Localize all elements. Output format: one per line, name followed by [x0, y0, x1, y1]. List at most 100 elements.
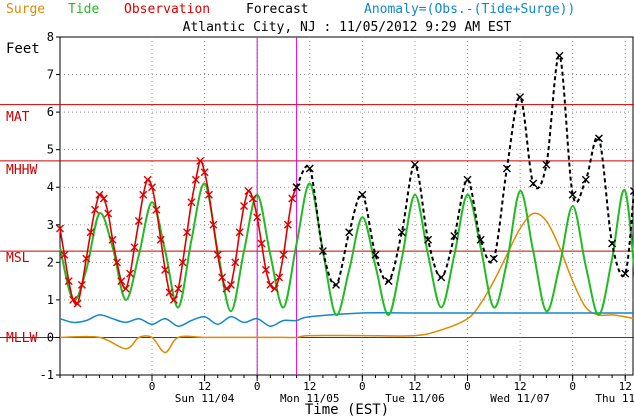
day-label: Sun 11/04: [175, 392, 235, 405]
forecast-point: [630, 186, 634, 195]
datum-mat-label: MAT: [6, 110, 30, 125]
observation-point: [56, 224, 64, 233]
y-tick-label: -1: [40, 368, 54, 382]
observation-point: [187, 198, 196, 207]
observation-point: [165, 288, 174, 297]
observation-point-stroke: [86, 228, 95, 237]
observation-point: [200, 168, 209, 177]
forecast-point-stroke: [568, 190, 577, 199]
observation-point: [288, 194, 297, 203]
series-tide-line: [59, 182, 634, 316]
x-tick-label: 0: [464, 380, 471, 393]
x-tick-label: 0: [149, 380, 156, 393]
observation-point: [121, 284, 130, 293]
observation-point: [108, 235, 117, 244]
forecast-point: [450, 232, 459, 241]
forecast-point: [358, 190, 367, 199]
observation-point-stroke: [288, 194, 297, 203]
observation-point: [244, 186, 253, 195]
grid-layer: [59, 36, 634, 376]
forecast-point-stroke: [410, 160, 419, 169]
observation-point-stroke: [253, 213, 262, 222]
y-tick-label: 8: [47, 30, 54, 44]
forecast-point: [542, 160, 551, 169]
observation-point: [209, 220, 218, 229]
observation-point: [143, 175, 152, 184]
y-tick-label: 2: [47, 255, 54, 269]
forecast-point: [384, 277, 393, 286]
datum-msl-label: MSL: [6, 251, 30, 266]
forecast-point-stroke: [555, 51, 564, 60]
y-tick-label: 1: [47, 293, 54, 307]
observation-point-stroke: [95, 190, 104, 199]
observation-point-stroke: [82, 254, 91, 263]
observation-point: [169, 295, 178, 304]
forecast-point-stroke: [450, 232, 459, 241]
forecast-point-stroke: [384, 277, 393, 286]
x-tick-label: 0: [569, 380, 576, 393]
observation-point: [104, 209, 113, 218]
observation-point-stroke: [218, 273, 227, 282]
forecast-point: [594, 134, 603, 143]
observation-point: [77, 280, 86, 289]
observation-point-stroke: [112, 258, 121, 267]
forecast-point: [502, 164, 511, 173]
observation-point-stroke: [204, 190, 213, 199]
legend-tide: Tide: [68, 2, 100, 17]
observation-point-stroke: [134, 217, 143, 226]
observation-point: [139, 190, 148, 199]
forecast-point: [332, 280, 341, 289]
observation-point-stroke: [279, 250, 288, 259]
forecast-point-stroke: [608, 239, 617, 248]
observation-point-stroke: [108, 235, 117, 244]
forecast-point: [371, 250, 380, 259]
observation-point: [60, 250, 69, 259]
x-tick-label: 12: [303, 380, 316, 393]
observation-point: [261, 265, 270, 274]
observation-point-stroke: [270, 284, 279, 293]
forecast-point-stroke: [437, 273, 446, 282]
forecast-point: [581, 175, 590, 184]
observation-point-stroke: [156, 235, 165, 244]
y-tick-label: 4: [47, 180, 54, 194]
observation-point-stroke: [56, 224, 64, 233]
observation-point-stroke: [261, 265, 270, 274]
forecast-point-stroke: [630, 189, 634, 195]
observation-point-stroke: [139, 190, 148, 199]
forecast-point-stroke: [489, 254, 498, 263]
observation-point-stroke: [213, 250, 222, 259]
forecast-point: [318, 247, 327, 256]
x-tick-label: 12: [408, 380, 421, 393]
observation-point: [253, 213, 262, 222]
forecast-point: [476, 235, 485, 244]
forecast-point: [489, 254, 498, 263]
observation-point-stroke: [69, 295, 78, 304]
observation-point-stroke: [196, 156, 205, 165]
forecast-point-stroke: [594, 134, 603, 143]
x-tick-label: 0: [254, 380, 261, 393]
observation-point-stroke: [235, 228, 244, 237]
forecast-point: [437, 273, 446, 282]
observation-point: [82, 254, 91, 263]
series-anomaly-line: [59, 311, 634, 327]
forecast-point-stroke: [621, 269, 630, 278]
forecast-point: [529, 179, 538, 188]
forecast-point-stroke: [529, 179, 538, 188]
observation-point-stroke: [143, 175, 152, 184]
day-label: Tue 11/06: [385, 392, 445, 405]
observation-point: [174, 284, 183, 293]
observation-point-stroke: [191, 175, 200, 184]
forecast-point: [568, 190, 577, 199]
y-tick-label: 7: [47, 68, 54, 82]
forecast-point-stroke: [397, 228, 406, 237]
forecast-point: [608, 239, 617, 248]
observation-point-stroke: [183, 228, 192, 237]
observation-point: [99, 194, 108, 203]
observation-point: [240, 202, 249, 210]
observation-markers: [56, 51, 634, 308]
observation-point-stroke: [244, 186, 253, 195]
observation-point-stroke: [104, 209, 113, 218]
observation-point-stroke: [77, 280, 86, 289]
observation-point-stroke: [248, 194, 257, 203]
observation-point-stroke: [200, 168, 209, 177]
